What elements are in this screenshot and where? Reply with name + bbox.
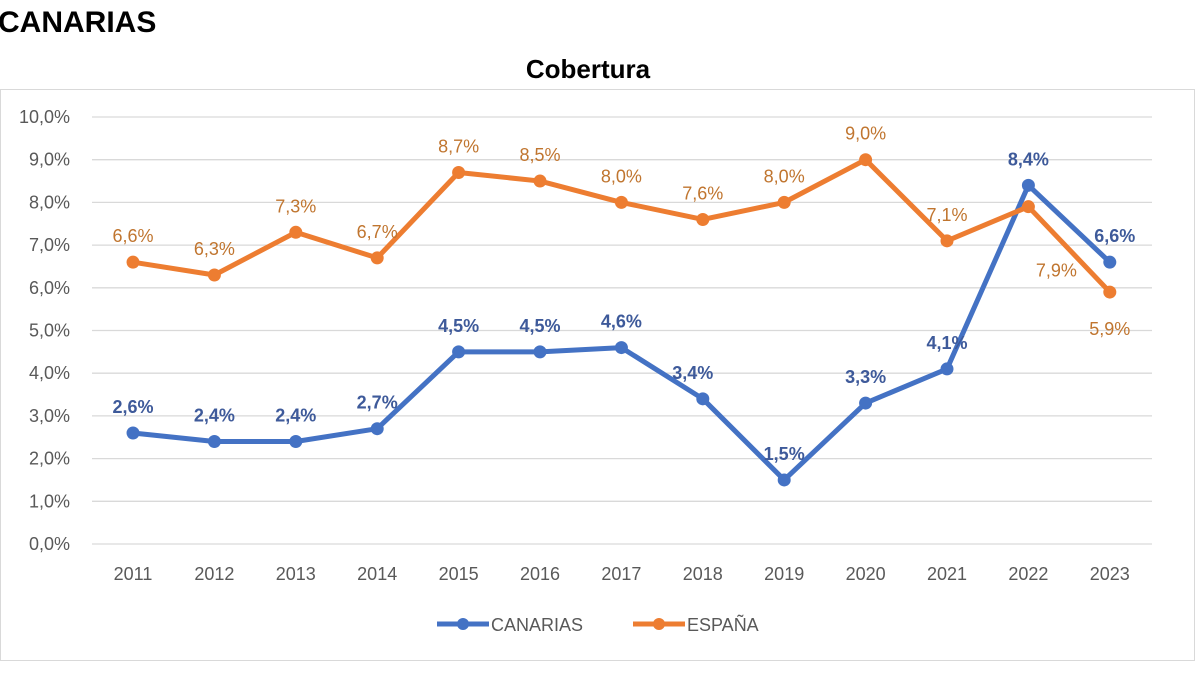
data-label: 8,7% — [438, 137, 479, 157]
data-label: 9,0% — [845, 124, 886, 144]
data-point — [452, 345, 466, 359]
y-tick-label: 8,0% — [29, 192, 70, 212]
legend-label: CANARIAS — [491, 615, 583, 635]
data-label: 1,5% — [764, 444, 805, 464]
x-tick-label: 2016 — [520, 564, 560, 584]
data-point — [533, 174, 547, 188]
data-point — [940, 362, 954, 376]
data-point — [207, 435, 221, 449]
data-point — [696, 212, 710, 226]
chart-area — [0, 89, 1195, 661]
legend-marker — [653, 618, 665, 630]
x-tick-label: 2015 — [439, 564, 479, 584]
y-tick-label: 1,0% — [29, 491, 70, 511]
data-label: 7,9% — [1036, 261, 1077, 281]
y-tick-label: 5,0% — [29, 321, 70, 341]
data-point — [207, 268, 221, 282]
data-label: 6,6% — [112, 226, 153, 246]
data-label: 8,5% — [519, 145, 560, 165]
data-point — [126, 255, 140, 269]
page-title: CANARIAS — [0, 6, 157, 39]
data-label: 4,5% — [519, 316, 560, 336]
x-tick-label: 2014 — [357, 564, 397, 584]
data-point — [533, 345, 547, 359]
data-label: 4,5% — [438, 316, 479, 336]
data-label: 8,4% — [1008, 149, 1049, 169]
x-tick-label: 2020 — [846, 564, 886, 584]
data-point — [126, 426, 140, 440]
legend-marker — [457, 618, 469, 630]
data-label: 4,1% — [926, 333, 967, 353]
data-point — [1103, 255, 1117, 269]
x-tick-label: 2021 — [927, 564, 967, 584]
x-tick-label: 2018 — [683, 564, 723, 584]
data-point — [289, 435, 303, 449]
y-tick-label: 2,0% — [29, 449, 70, 469]
y-tick-label: 10,0% — [19, 107, 70, 127]
y-tick-label: 4,0% — [29, 363, 70, 383]
x-tick-label: 2019 — [764, 564, 804, 584]
data-point — [370, 422, 384, 436]
data-label: 3,3% — [845, 367, 886, 387]
legend-item-españa: ESPAÑA — [633, 614, 759, 635]
data-label: 7,1% — [926, 205, 967, 225]
y-tick-label: 9,0% — [29, 150, 70, 170]
data-point — [1021, 178, 1035, 192]
x-tick-label: 2023 — [1090, 564, 1130, 584]
data-point — [614, 341, 628, 355]
data-point — [859, 396, 873, 410]
x-tick-label: 2022 — [1008, 564, 1048, 584]
y-tick-label: 7,0% — [29, 235, 70, 255]
x-tick-label: 2017 — [601, 564, 641, 584]
data-label: 2,4% — [194, 406, 235, 426]
y-tick-label: 0,0% — [29, 534, 70, 554]
data-point — [1103, 285, 1117, 299]
data-point — [777, 473, 791, 487]
data-point — [940, 234, 954, 248]
data-label: 4,6% — [601, 312, 642, 332]
legend-label: ESPAÑA — [687, 614, 759, 635]
data-label: 5,9% — [1089, 319, 1130, 339]
data-point — [696, 392, 710, 406]
data-label: 6,3% — [194, 239, 235, 259]
data-point — [859, 153, 873, 167]
data-label: 8,0% — [601, 166, 642, 186]
data-point — [370, 251, 384, 265]
x-tick-label: 2011 — [114, 564, 153, 584]
x-tick-label: 2012 — [194, 564, 234, 584]
data-point — [289, 225, 303, 239]
x-tick-label: 2013 — [276, 564, 316, 584]
data-label: 6,7% — [357, 222, 398, 242]
data-point — [777, 195, 791, 209]
data-label: 2,4% — [275, 406, 316, 426]
data-point — [1021, 200, 1035, 214]
data-point — [614, 195, 628, 209]
data-label: 6,6% — [1094, 226, 1135, 246]
y-tick-label: 3,0% — [29, 406, 70, 426]
data-point — [452, 166, 466, 180]
chart-title: Cobertura — [526, 54, 651, 84]
data-label: 8,0% — [764, 166, 805, 186]
data-label: 2,6% — [112, 397, 153, 417]
y-tick-label: 6,0% — [29, 278, 70, 298]
data-label: 7,3% — [275, 196, 316, 216]
data-label: 3,4% — [672, 363, 713, 383]
data-label: 7,6% — [682, 183, 723, 203]
data-label: 2,7% — [357, 393, 398, 413]
legend-item-canarias: CANARIAS — [437, 615, 583, 635]
